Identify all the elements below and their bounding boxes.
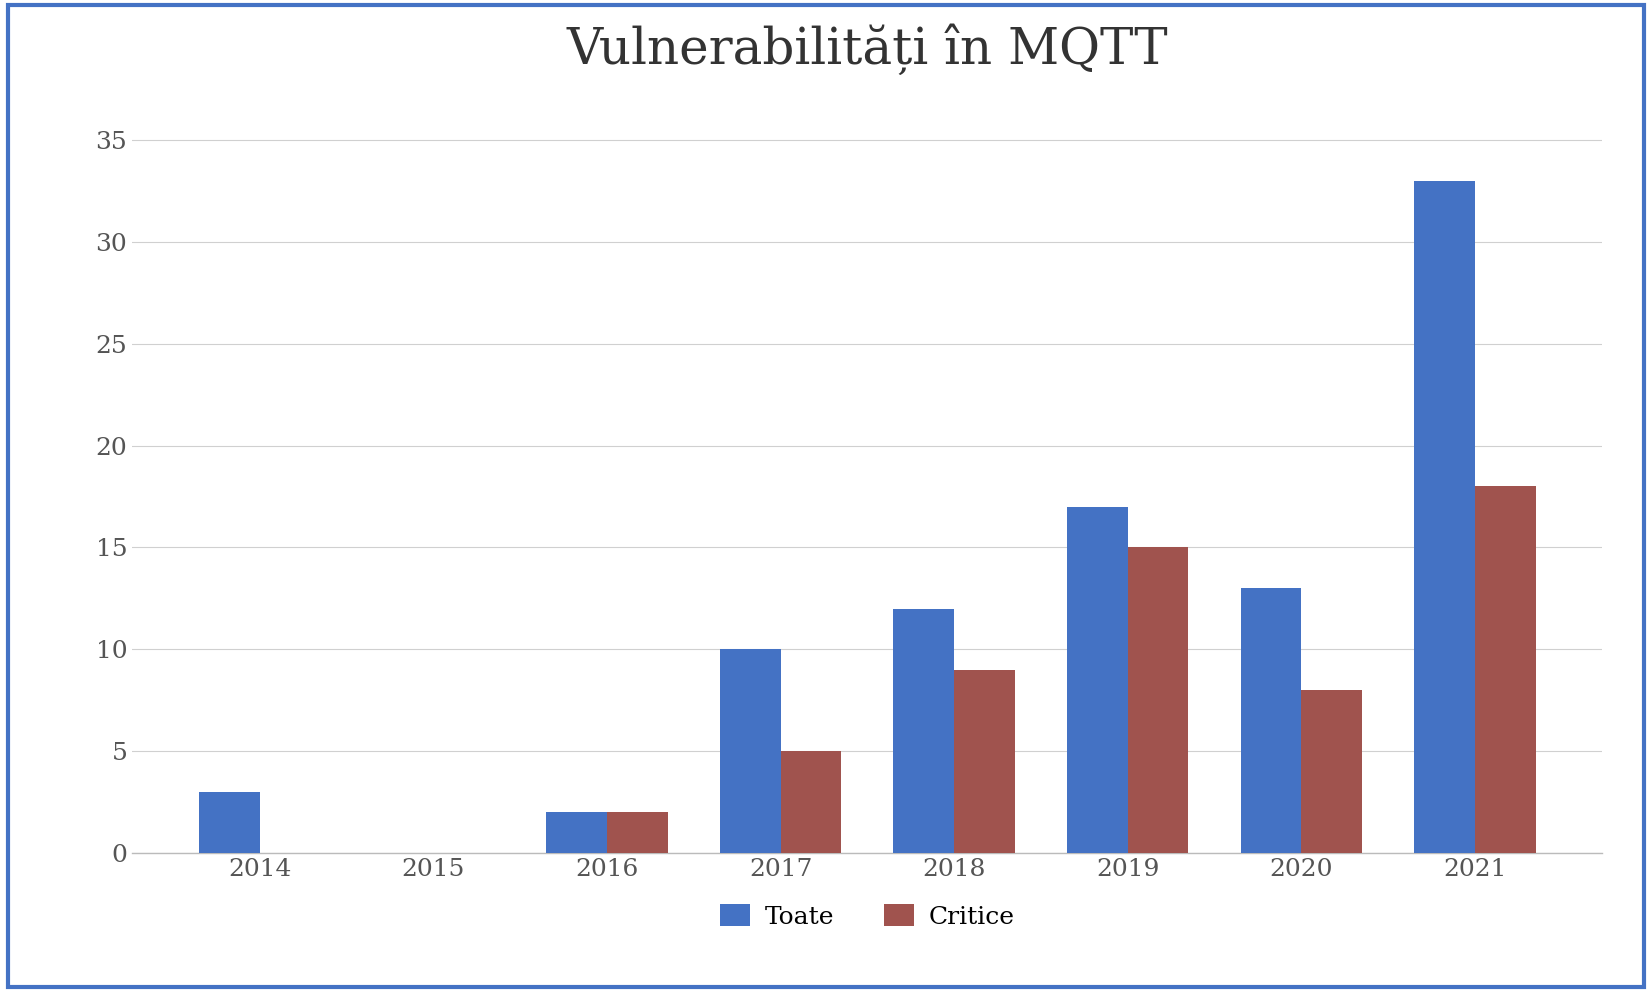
Bar [720,650,780,853]
Bar [894,609,955,853]
Bar [780,751,841,853]
Bar [955,670,1014,853]
Bar [1302,690,1361,853]
Bar [1475,486,1536,853]
Bar [198,792,259,853]
Legend: Toate, Critice: Toate, Critice [710,894,1024,938]
Bar [606,812,667,853]
Bar [1067,507,1128,853]
Bar [1128,548,1188,853]
Bar [1414,181,1475,853]
Bar [1241,588,1302,853]
Bar [547,812,606,853]
Title: Vulnerabilități în MQTT: Vulnerabilități în MQTT [567,24,1168,75]
